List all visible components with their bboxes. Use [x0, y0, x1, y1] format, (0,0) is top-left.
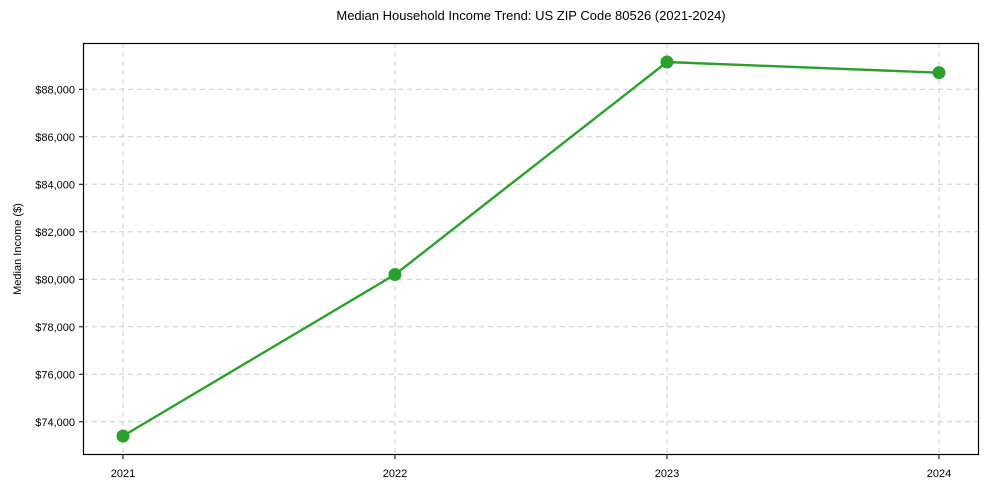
data-point: [932, 66, 946, 80]
trend-line: [121, 60, 941, 438]
y-axis-label: Median Income ($): [12, 203, 24, 295]
y-tick-label: $82,000: [35, 227, 75, 239]
y-tick-label: $88,000: [35, 84, 75, 96]
y-tick-label: $78,000: [35, 322, 75, 334]
data-point: [116, 429, 130, 443]
chart-title: Median Household Income Trend: US ZIP Co…: [336, 8, 726, 23]
y-tick-label: $80,000: [35, 274, 75, 286]
x-tick-label: 2022: [383, 468, 407, 480]
x-tick-label: 2021: [111, 468, 135, 480]
x-tick-label: 2024: [927, 468, 951, 480]
x-tick-label: 2023: [655, 468, 679, 480]
data-point: [388, 268, 402, 282]
y-tick-label: $84,000: [35, 179, 75, 191]
y-tick-label: $74,000: [35, 417, 75, 429]
data-point: [660, 55, 674, 69]
y-tick-label: $76,000: [35, 369, 75, 381]
plot-border: [82, 42, 980, 456]
y-tick-label: $86,000: [35, 132, 75, 144]
